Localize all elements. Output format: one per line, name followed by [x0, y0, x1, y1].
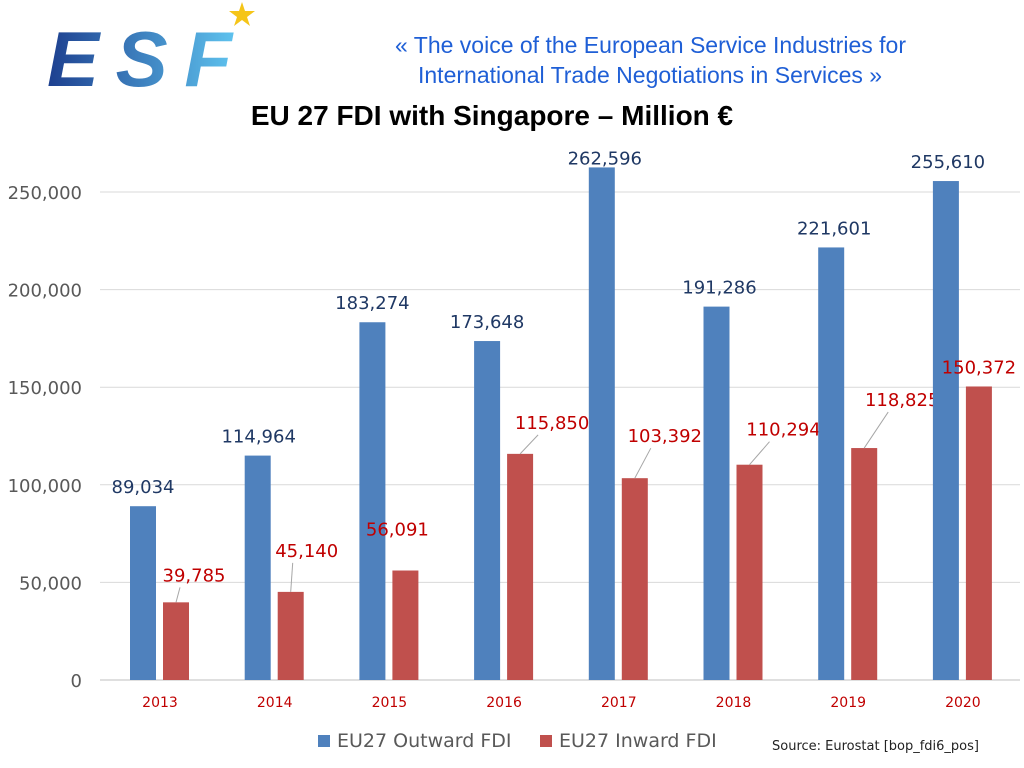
- x-tick-label: 2016: [486, 695, 522, 711]
- data-label-outward-2020: 255,610: [911, 152, 985, 173]
- bar-outward-2019: [818, 247, 845, 680]
- bar-outward-2020: [932, 181, 959, 680]
- data-label-inward-2016: 115,850: [515, 413, 589, 434]
- data-label-outward-2013: 89,034: [112, 477, 175, 498]
- bar-outward-2015: [359, 322, 386, 680]
- y-tick-label: 0: [71, 671, 82, 692]
- data-label-outward-2016: 173,648: [450, 312, 524, 333]
- data-label-outward-2015: 183,274: [335, 293, 409, 314]
- esf-logo: ESF: [47, 2, 255, 95]
- chart-title: EU 27 FDI with Singapore – Million €: [250, 100, 734, 131]
- data-label-outward-2014: 114,964: [221, 427, 295, 448]
- legend-item-outward: EU27 Outward FDI: [318, 730, 512, 752]
- bar-inward-2013: [163, 602, 189, 680]
- bar-outward-2013: [130, 506, 156, 680]
- x-tick-label: 2013: [142, 695, 178, 711]
- bar-inward-2014: [277, 591, 304, 680]
- data-label-inward-2018: 110,294: [746, 420, 820, 441]
- x-tick-label: 2020: [945, 695, 981, 711]
- leader-line: [634, 447, 652, 479]
- source-note: Source: Eurostat [bop_fdi6_pos]: [772, 739, 979, 754]
- legend-swatch-inward: [540, 735, 552, 747]
- legend-label-outward: EU27 Outward FDI: [337, 730, 512, 752]
- tagline-line1: « The voice of the European Service Indu…: [395, 32, 906, 58]
- x-tick-label: 2019: [830, 695, 866, 711]
- bar-outward-2016: [474, 341, 501, 680]
- data-label-outward-2017: 262,596: [568, 148, 642, 169]
- legend-item-inward: EU27 Inward FDI: [540, 730, 717, 752]
- x-tick-label: 2017: [601, 695, 637, 711]
- y-tick-label: 50,000: [19, 573, 82, 594]
- y-tick-label: 250,000: [8, 183, 82, 204]
- bar-inward-2020: [965, 386, 992, 680]
- bar-inward-2016: [507, 453, 534, 680]
- bar-inward-2015: [392, 570, 419, 680]
- x-tick-label: 2015: [372, 695, 408, 711]
- leader-line: [863, 411, 889, 449]
- data-label-inward-2019: 118,825: [865, 390, 939, 411]
- y-tick-label: 100,000: [8, 476, 82, 497]
- data-label-outward-2018: 191,286: [682, 278, 756, 299]
- data-label-inward-2017: 103,392: [628, 426, 702, 447]
- x-tick-label: 2014: [257, 695, 293, 711]
- legend-label-inward: EU27 Inward FDI: [559, 730, 717, 752]
- data-label-inward-2013: 39,785: [163, 565, 226, 586]
- leader-line: [175, 587, 181, 603]
- leader-line: [290, 562, 294, 592]
- bar-outward-2017: [588, 167, 615, 681]
- data-label-inward-2015: 56,091: [366, 520, 429, 541]
- tagline-line2: International Trade Negotiations in Serv…: [418, 62, 883, 88]
- bar-inward-2019: [851, 448, 878, 680]
- bar-outward-2018: [703, 306, 730, 680]
- data-label-inward-2014: 45,140: [275, 541, 338, 562]
- y-tick-label: 200,000: [8, 281, 82, 302]
- x-tick-label: 2018: [716, 695, 752, 711]
- svg-text:ESF: ESF: [47, 15, 234, 95]
- legend-swatch-outward: [318, 735, 330, 747]
- y-tick-label: 150,000: [8, 378, 82, 399]
- star-icon: [229, 2, 255, 26]
- leader-line: [519, 434, 539, 455]
- data-label-outward-2019: 221,601: [797, 218, 871, 239]
- bar-inward-2017: [621, 478, 648, 680]
- data-label-inward-2020: 150,372: [942, 357, 1016, 378]
- leader-line: [749, 441, 770, 466]
- bar-inward-2018: [736, 464, 763, 680]
- bar-outward-2014: [244, 455, 271, 680]
